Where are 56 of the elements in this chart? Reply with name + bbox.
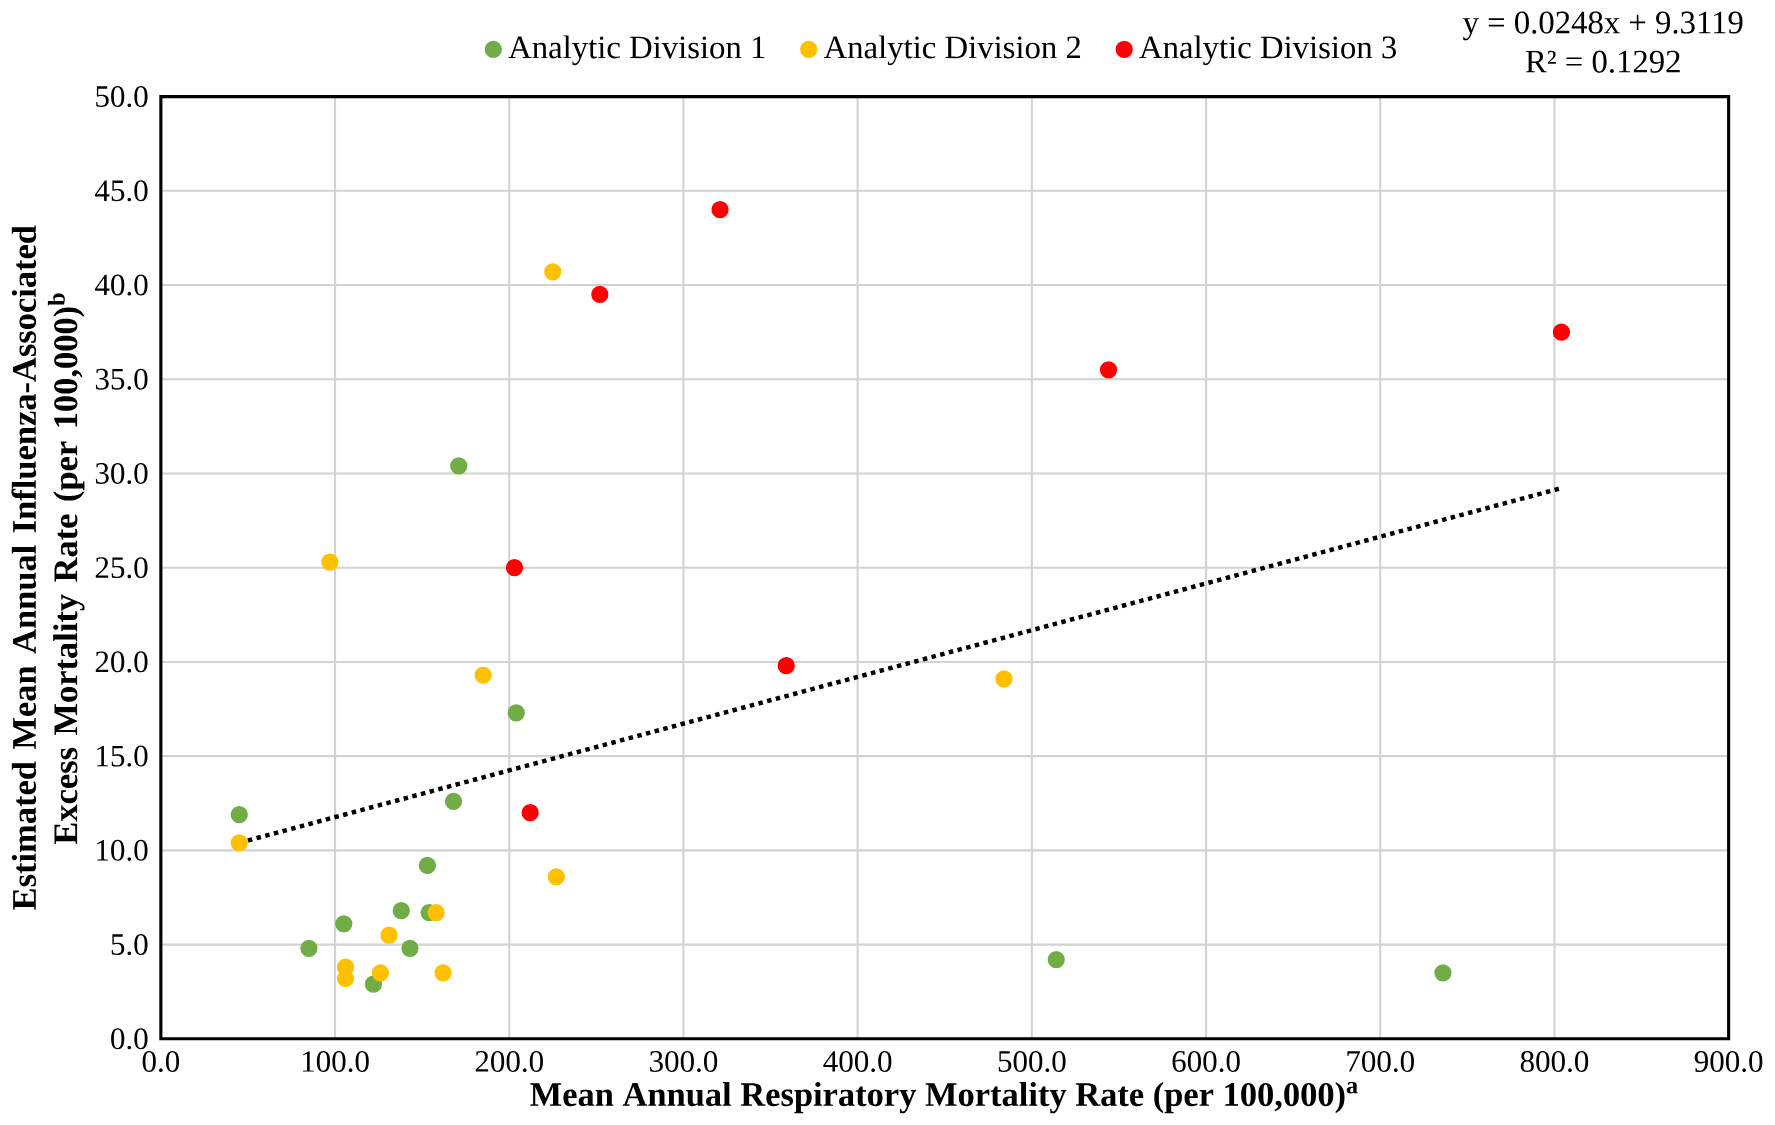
y-tick-label: 45.0	[95, 180, 148, 202]
x-tick-label: 100.0	[302, 1051, 369, 1073]
x-tick-label: 600.0	[1172, 1051, 1240, 1073]
x-tick-label: 500.0	[998, 1051, 1066, 1073]
point	[777, 657, 795, 675]
point	[1047, 951, 1065, 969]
point	[401, 939, 419, 958]
legend-label: Analytic Division 3	[1139, 35, 1396, 66]
point	[427, 904, 445, 922]
point	[547, 868, 565, 886]
y-tick-label: 35.0	[95, 368, 148, 390]
x-tick-label: 700.0	[1347, 1051, 1414, 1073]
point	[230, 834, 248, 852]
x-tick-label: 800.0	[1520, 1051, 1589, 1073]
point	[444, 792, 463, 811]
x-axis-title: Mean Annual Respiratory Mortality Rate (per 100,000)$^{a}$	[530, 1082, 1358, 1114]
point	[521, 804, 539, 822]
x-tick-label: 200.0	[475, 1051, 543, 1073]
point	[995, 670, 1013, 688]
point	[371, 964, 389, 982]
point	[711, 201, 729, 219]
y-tick-label: 40.0	[95, 274, 148, 296]
legend-label: Analytic Division 1	[508, 35, 765, 66]
legend-label: Analytic Division 2	[823, 35, 1081, 66]
x-tick-label: 300.0	[650, 1051, 718, 1073]
y-tick-label: 0.0	[111, 1028, 148, 1050]
y-tick-label: 20.0	[95, 651, 148, 673]
y-tick-label: 25.0	[95, 557, 148, 579]
point	[1099, 361, 1118, 379]
point	[418, 856, 436, 875]
x-tick-label: 400.0	[823, 1051, 892, 1073]
point	[335, 915, 353, 933]
point	[392, 902, 410, 920]
y-tick-label: 10.0	[97, 839, 148, 862]
y-axis-title: Estimated Mean Annual Influenza-Associated Excess Mortality Rate (per 100,000)$^{b}$	[11, 225, 85, 910]
y-tick-label: 30.0	[95, 463, 148, 485]
point	[507, 704, 525, 722]
point	[380, 926, 398, 944]
y-tick-label: 15.0	[97, 745, 148, 767]
point	[1552, 323, 1571, 341]
text: y = 0.0248x + 9.3119	[1462, 11, 1743, 41]
point	[544, 263, 562, 281]
point	[434, 964, 452, 982]
y-tick-label: 5.0	[111, 934, 148, 956]
point	[591, 285, 609, 304]
point	[321, 553, 339, 571]
x-tick-label: 0.0	[142, 1051, 180, 1073]
y-tick-label: 50.0	[96, 86, 148, 108]
text: R² = 0.1292	[1525, 50, 1680, 73]
point	[300, 939, 318, 958]
point	[230, 806, 248, 824]
point	[450, 457, 468, 475]
point	[1434, 964, 1452, 982]
point	[474, 666, 492, 684]
point	[505, 559, 524, 577]
x-tick-label: 900.0	[1694, 1051, 1763, 1073]
